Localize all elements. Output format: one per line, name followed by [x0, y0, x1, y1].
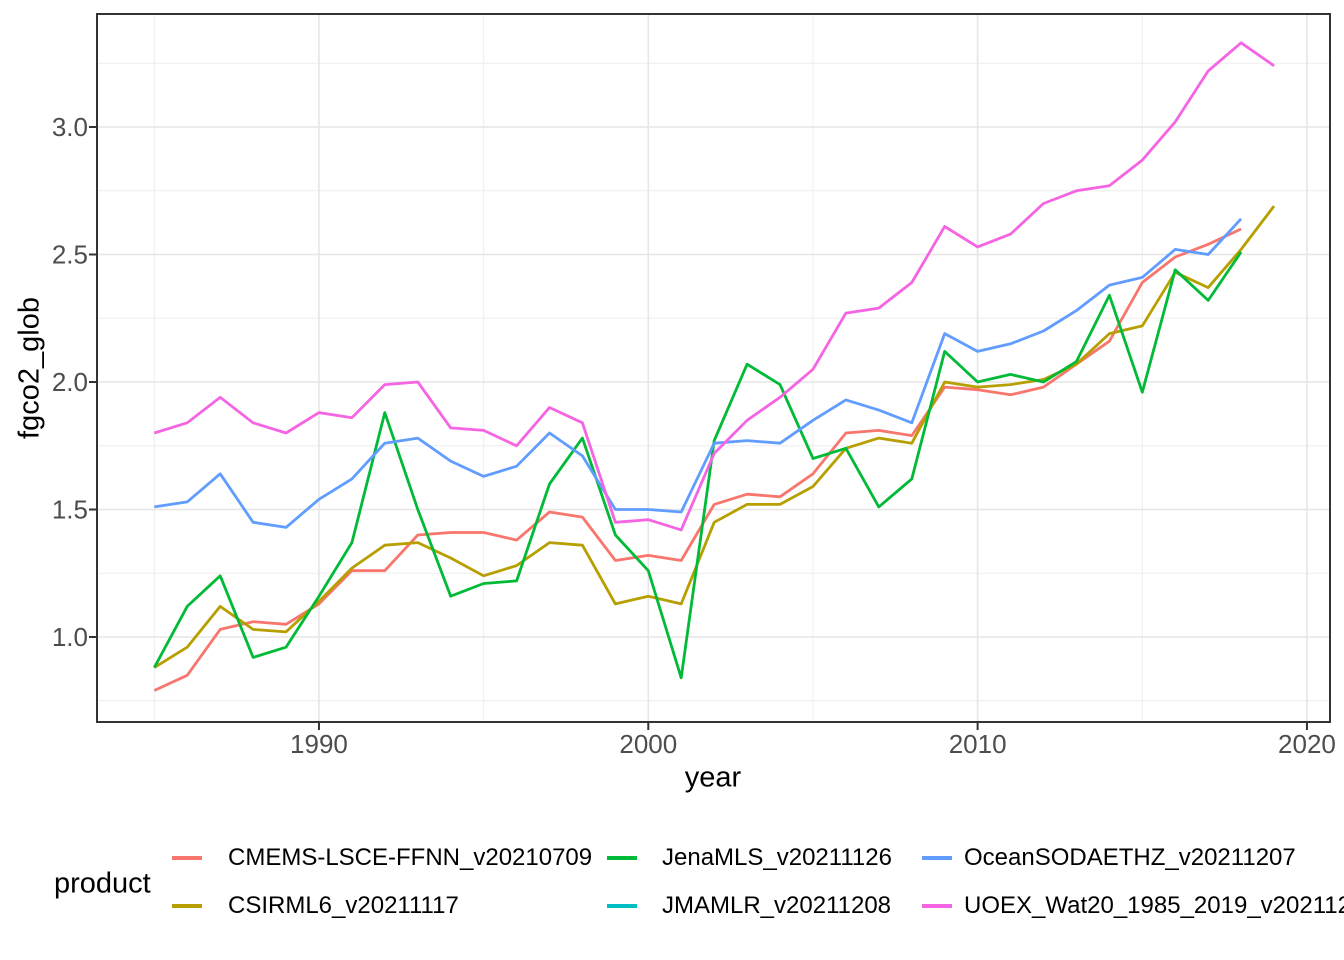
legend-key-line: [607, 904, 637, 908]
legend-item-UOEX_Wat20_1985_2019_v202112: UOEX_Wat20_1985_2019_v202112: [922, 892, 1344, 920]
legend-item-JenaMLS_v20211126: JenaMLS_v20211126: [607, 844, 1344, 872]
y-tick-label: 2.0: [52, 367, 88, 397]
y-axis-title: fgco2_glob: [13, 297, 46, 439]
panel-border: [96, 13, 1331, 723]
series-line-CMEMS-LSCE-FFNN_v20210709: [153, 227, 1242, 692]
x-tick-label: 2010: [949, 729, 1007, 759]
x-axis-title: year: [684, 761, 742, 794]
plot-panel: [97, 14, 1330, 722]
series-line-CSIRML6_v20211117: [153, 205, 1276, 669]
y-tick-label: 1.0: [52, 622, 88, 652]
legend-label: CSIRML6_v20211117: [228, 892, 459, 919]
legend-item-OceanSODAETHZ_v20211207: OceanSODAETHZ_v20211207: [922, 844, 1344, 872]
legend-key-line: [922, 904, 952, 908]
x-tick-label: 1990: [290, 729, 348, 759]
series-line-UOEX_Wat20_1985_2019_v202112: [153, 41, 1275, 532]
x-tick-label: 2000: [619, 729, 677, 759]
legend-label: OceanSODAETHZ_v20211207: [964, 844, 1296, 871]
legend-label: JenaMLS_v20211126: [662, 844, 892, 871]
series-line-OceanSODAETHZ_v20211207: [154, 217, 1243, 529]
legend-label: UOEX_Wat20_1985_2019_v202112: [964, 892, 1344, 919]
legend-item-CMEMS-LSCE-FFNN_v20210709: CMEMS-LSCE-FFNN_v20210709: [172, 844, 1344, 872]
series-line-JenaMLS_v20211126: [153, 251, 1243, 680]
legend-key-line: [922, 856, 952, 860]
line-chart: 1990 2000 2010 2020 1.0 1.5 2.0 2.5 3.0: [52, 13, 1336, 759]
legend-title: product: [54, 867, 151, 900]
y-tick-label: 2.5: [52, 240, 88, 270]
legend-key-line: [607, 856, 637, 860]
legend-item-JMAMLR_v20211208: JMAMLR_v20211208: [607, 892, 1344, 920]
legend-item-CSIRML6_v20211117: CSIRML6_v20211117: [172, 892, 1344, 920]
y-tick-label: 1.5: [52, 495, 88, 525]
y-tick-label: 3.0: [52, 112, 88, 142]
x-tick-label: 2020: [1278, 729, 1336, 759]
legend: product CMEMS-LSCE-FFNN_v20210709 CSIRML6…: [0, 0, 1344, 919]
legend-key-line: [172, 856, 202, 860]
legend-label: JMAMLR_v20211208: [662, 892, 892, 919]
legend-key-line: [172, 904, 202, 908]
legend-label: CMEMS-LSCE-FFNN_v20210709: [228, 844, 593, 871]
